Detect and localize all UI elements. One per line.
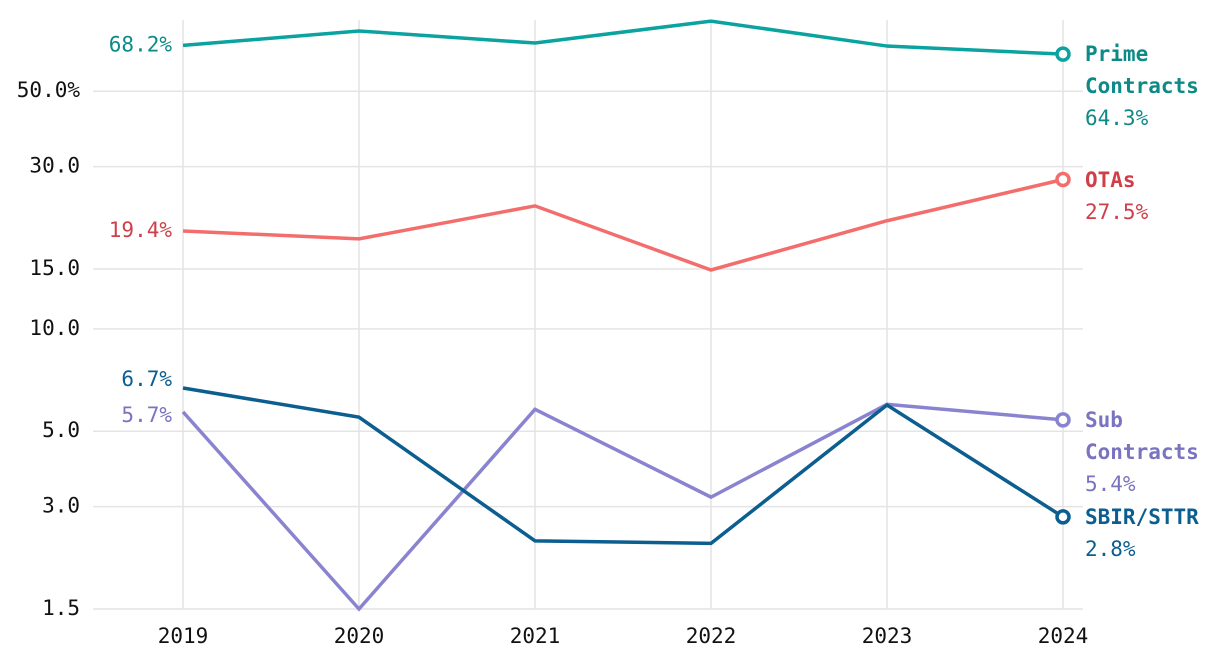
value-label: 64.3% (1085, 106, 1149, 131)
end-label: Sub Contracts 5.4% (1085, 404, 1215, 500)
value-label: 5.7% (121, 403, 172, 427)
value-label: 5.4% (1085, 471, 1136, 496)
series-line (182, 386, 1064, 546)
y-tick-label: 5.0 (42, 418, 80, 442)
series-name: OTAs (1085, 167, 1136, 192)
end-marker (1055, 46, 1071, 62)
series-line (182, 177, 1064, 272)
value-label: 19.4% (109, 218, 173, 242)
value-label: 27.5% (1085, 199, 1149, 224)
x-tick-label: 2021 (510, 624, 561, 648)
y-tick-label: 50.0% (17, 78, 81, 102)
y-tick-label: 15.0 (29, 256, 80, 280)
x-tick-label: 2024 (1038, 624, 1089, 648)
end-label: Prime Contracts 64.3% (1085, 38, 1215, 134)
series-line (181, 402, 1064, 612)
value-label: 68.2% (109, 32, 173, 56)
x-tick-label: 2023 (862, 624, 913, 648)
end-label: OTAs 27.5% (1085, 164, 1215, 228)
y-tick-label: 30.0 (29, 154, 80, 178)
value-label: 6.7% (121, 367, 172, 391)
y-tick-label: 3.0 (42, 494, 80, 518)
end-marker (1055, 412, 1071, 428)
end-marker (1055, 171, 1071, 188)
series-line (182, 19, 1064, 56)
series-name: SBIR/STTR (1085, 504, 1199, 529)
end-marker (1055, 509, 1071, 525)
y-tick-label: 10.0 (29, 316, 80, 340)
series-name: Sub Contracts (1085, 407, 1199, 464)
end-label: SBIR/STTR 2.8% (1085, 501, 1215, 565)
value-label: 2.8% (1085, 536, 1136, 561)
series-name: Prime Contracts (1085, 42, 1199, 99)
y-tick-label: 1.5 (42, 596, 80, 620)
x-tick-label: 2022 (686, 624, 737, 648)
x-tick-label: 2019 (158, 624, 209, 648)
x-tick-label: 2020 (334, 624, 385, 648)
